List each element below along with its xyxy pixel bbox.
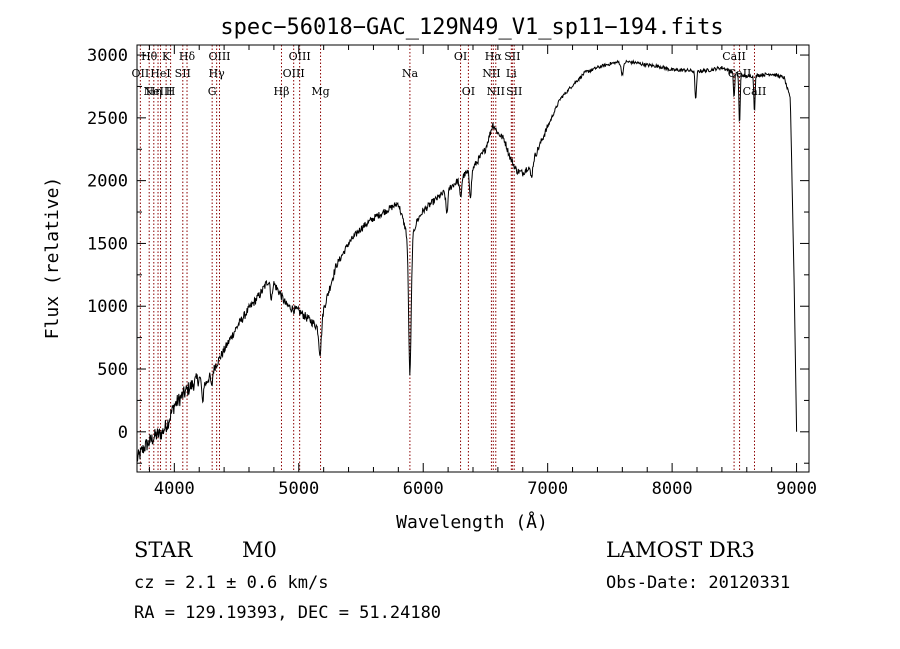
line-label: Hθ bbox=[141, 50, 158, 63]
y-tick-label: 2500 bbox=[87, 109, 128, 129]
line-label: Hα bbox=[485, 50, 503, 63]
line-label: NeIII bbox=[143, 85, 172, 98]
line-label: Hγ bbox=[209, 67, 226, 80]
spectrum-line bbox=[136, 59, 798, 462]
line-label: Hβ bbox=[274, 85, 290, 98]
line-label: Hη bbox=[146, 85, 162, 98]
line-label: SII bbox=[175, 67, 191, 80]
x-axis: 4000 5000 6000 7000 8000 9000 bbox=[148, 45, 817, 499]
line-label: G bbox=[208, 85, 217, 98]
y-tick-label: 500 bbox=[97, 360, 128, 380]
y-axis: 0 500 1000 1500 2000 2500 3000 bbox=[87, 46, 809, 464]
y-tick-label: 2000 bbox=[87, 172, 128, 192]
line-label: H bbox=[166, 85, 176, 98]
y-tick-label: 1500 bbox=[87, 234, 128, 254]
line-label: CaII bbox=[743, 85, 767, 98]
line-label: Li bbox=[506, 67, 517, 80]
x-tick-label: 7000 bbox=[527, 479, 568, 499]
line-label: HeI bbox=[150, 67, 170, 80]
y-tick-label: 3000 bbox=[87, 46, 128, 66]
line-label: NII bbox=[487, 85, 505, 98]
line-label: NII bbox=[482, 67, 500, 80]
object-type: STAR bbox=[134, 538, 193, 562]
spectral-line-markers bbox=[139, 45, 755, 472]
x-tick-label: 8000 bbox=[652, 479, 693, 499]
x-axis-label: Wavelength (Å) bbox=[396, 511, 548, 533]
survey-name: LAMOST DR3 bbox=[606, 538, 755, 562]
y-tick-label: 0 bbox=[118, 423, 128, 443]
line-label: OIII bbox=[283, 67, 305, 80]
line-label: OIII bbox=[289, 50, 311, 63]
y-axis-label: Flux (relative) bbox=[42, 177, 63, 340]
line-label: CaII bbox=[722, 50, 746, 63]
line-label: SII bbox=[506, 85, 522, 98]
redshift-value: cz = 2.1 ± 0.6 km/s bbox=[134, 573, 329, 593]
line-label: OI bbox=[462, 85, 475, 98]
chart-title: spec−56018−GAC_129N49_V1_sp11−194.fits bbox=[220, 15, 723, 40]
line-label: Na bbox=[402, 67, 419, 80]
x-tick-label: 6000 bbox=[403, 479, 444, 499]
spectral-subclass: M0 bbox=[242, 538, 277, 562]
line-label: OII bbox=[132, 67, 150, 80]
line-label: SII bbox=[504, 50, 520, 63]
line-label: CaII bbox=[728, 67, 752, 80]
line-label: Hδ bbox=[179, 50, 196, 63]
line-label: K bbox=[162, 50, 171, 63]
x-tick-label: 5000 bbox=[278, 479, 319, 499]
line-label: OI bbox=[454, 50, 467, 63]
line-label: Mg bbox=[311, 85, 329, 98]
line-label: OIII bbox=[208, 50, 230, 63]
x-tick-label: 4000 bbox=[154, 479, 195, 499]
ra-dec-coordinates: RA = 129.19393, DEC = 51.24180 bbox=[134, 603, 442, 623]
observation-date: Obs-Date: 20120331 bbox=[606, 573, 791, 593]
x-tick-label: 9000 bbox=[776, 479, 817, 499]
y-tick-label: 1000 bbox=[87, 297, 128, 317]
